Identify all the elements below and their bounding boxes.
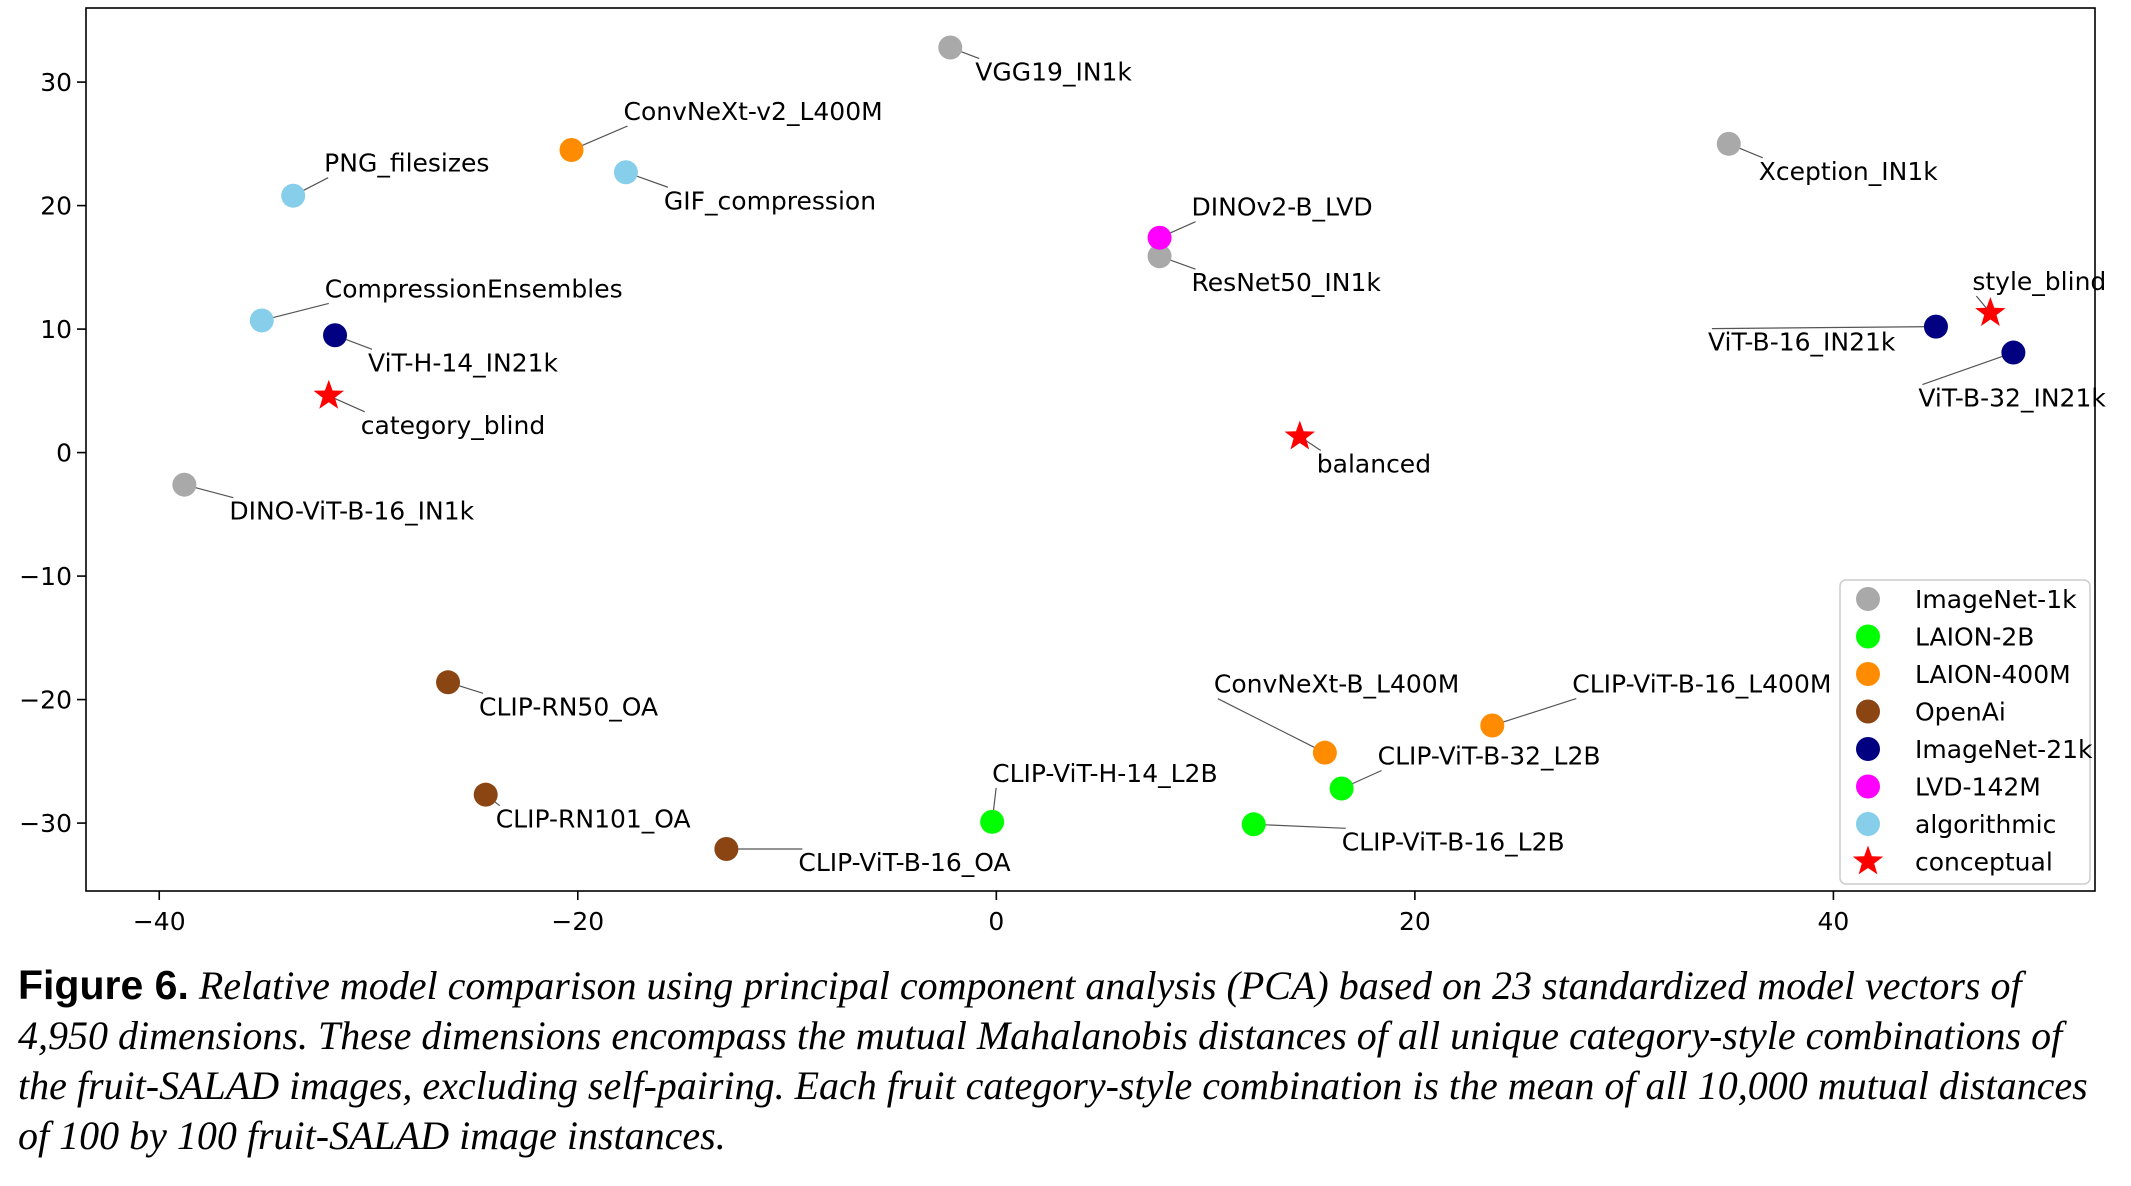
legend-label: conceptual (1915, 848, 2053, 877)
point-label: ConvNeXt-v2_L400M (624, 97, 883, 126)
legend-label: ImageNet-21k (1915, 735, 2093, 764)
x-tick-label: 20 (1399, 907, 1431, 936)
data-point (172, 472, 197, 497)
legend-label: LAION-2B (1915, 623, 2034, 652)
legend-marker (1856, 662, 1880, 686)
plot-area-frame (85, 7, 2096, 892)
point-labels: VGG19_IN1k Xception_IN1k ResNet50_IN1k DINO… (229, 58, 2106, 877)
legend-marker (1856, 774, 1880, 799)
data-point (559, 138, 584, 163)
legend-label: LAION-400M (1915, 660, 2071, 689)
point-label: CompressionEnsembles (325, 274, 623, 303)
data-point (2001, 340, 2026, 365)
data-point-star (1284, 420, 1315, 450)
leader-line (1253, 823, 1346, 829)
legend-label: algorithmic (1915, 810, 2056, 839)
legend-label: OpenAi (1915, 698, 2006, 727)
data-point (613, 160, 638, 185)
figure-label: Figure 6. (18, 962, 189, 1008)
point-label: ConvNeXt-B_L400M (1214, 670, 1459, 699)
x-tick-label: −20 (551, 907, 604, 936)
figure-caption-text: Relative model comparison using principa… (18, 963, 2088, 1158)
point-label: balanced (1317, 450, 1431, 479)
y-tick-label: −20 (19, 686, 72, 715)
leader-line (1711, 326, 1936, 330)
y-tick-label: 30 (40, 68, 72, 97)
legend-box (1839, 579, 2091, 885)
data-point-star (313, 379, 344, 409)
data-point (714, 837, 739, 862)
point-label: VGG19_IN1k (975, 58, 1132, 87)
y-tick-label: 20 (40, 192, 72, 221)
leader-line (1492, 697, 1577, 727)
legend-marker (1856, 587, 1880, 611)
point-label: CLIP-ViT-B-16_L400M (1572, 670, 1831, 699)
point-label: ResNet50_IN1k (1192, 268, 1382, 297)
point-label: CLIP-ViT-B-32_L2B (1378, 741, 1601, 770)
data-markers (172, 35, 2026, 862)
x-tick-label: 0 (988, 907, 1004, 936)
legend-marker (1856, 624, 1880, 649)
point-label: DINO-ViT-B-16_IN1k (229, 497, 474, 526)
y-tick-label: −10 (19, 562, 72, 591)
leader-line (1922, 351, 2014, 386)
x-tick-label: 40 (1818, 907, 1850, 936)
point-label: ViT-H-14_IN21k (368, 348, 559, 377)
data-point (473, 782, 498, 807)
y-tick-label: 10 (40, 315, 72, 344)
point-label: CLIP-RN101_OA (496, 805, 691, 834)
data-point (938, 35, 963, 60)
data-point (1716, 131, 1741, 156)
data-point (1312, 740, 1337, 765)
y-tick-label: −30 (19, 809, 72, 838)
legend: ImageNet-1k LAION-2B LAION-400M OpenAi Image… (1839, 579, 2093, 885)
data-point (249, 308, 274, 333)
data-point (980, 809, 1005, 834)
point-label: style_blind (1972, 267, 2106, 296)
point-label: CLIP-RN50_OA (479, 692, 658, 721)
legend-marker (1856, 699, 1880, 724)
leader-line (1217, 698, 1326, 754)
point-label: Xception_IN1k (1759, 157, 1938, 186)
legend-label: ImageNet-1k (1915, 585, 2077, 614)
data-point (323, 323, 348, 348)
x-tick-label: −40 (133, 907, 186, 936)
point-label: ViT-B-16_IN21k (1708, 328, 1896, 357)
legend-marker-star (1852, 845, 1884, 875)
y-tick-label: 0 (56, 439, 72, 468)
point-label: CLIP-ViT-H-14_L2B (992, 759, 1217, 788)
point-label: PNG_filesizes (324, 149, 489, 178)
legend-marker (1856, 737, 1880, 761)
axis-ticks: −40 −20 0 20 40 30 20 10 0 −10 −20 −30 (19, 68, 1849, 936)
point-label: CLIP-ViT-B-16_L2B (1342, 827, 1565, 856)
data-point (1923, 314, 1948, 339)
data-point (1147, 225, 1172, 250)
figure-caption: Figure 6. Relative model comparison usin… (18, 960, 2118, 1161)
data-point (1147, 244, 1172, 269)
data-point (281, 183, 306, 208)
point-label: category_blind (361, 411, 545, 440)
data-point (1241, 812, 1266, 837)
data-point-star (1975, 297, 2006, 326)
data-point (1329, 776, 1354, 801)
pca-scatter-chart: −40 −20 0 20 40 30 20 10 0 −10 −20 −30 VGG19_IN1k Xc… (19, 7, 2106, 936)
legend-label: LVD-142M (1915, 773, 2041, 802)
point-label: ViT-B-32_IN21k (1918, 384, 2106, 413)
point-label: GIF_compression (664, 186, 876, 215)
legend-marker (1856, 812, 1880, 836)
data-point (436, 670, 461, 695)
point-label: DINOv2-B_LVD (1192, 193, 1373, 222)
point-label: CLIP-ViT-B-16_OA (798, 848, 1010, 877)
data-point (1480, 713, 1505, 738)
